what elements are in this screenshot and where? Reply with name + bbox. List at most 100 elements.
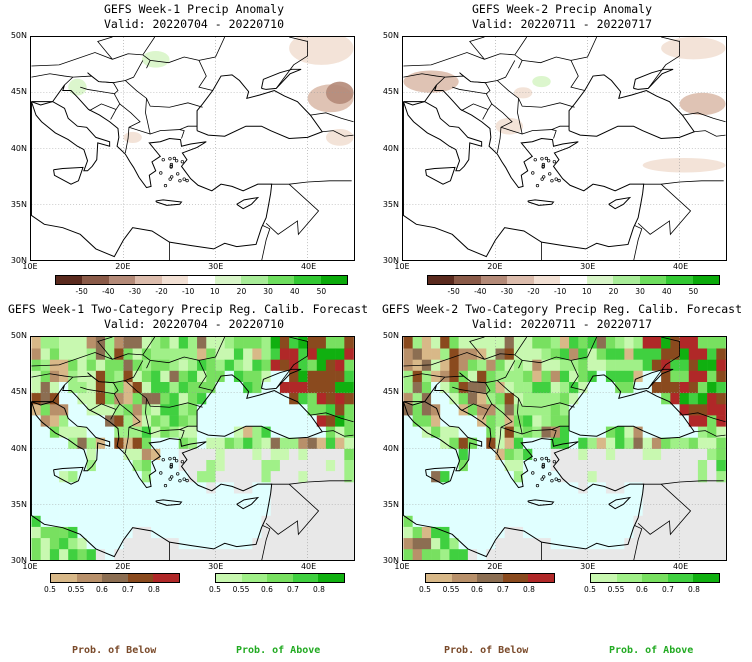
panel-valid-dates: Valid: 20220704 - 20220710 [103,317,284,331]
prob-cell [716,504,726,516]
country-border [633,225,643,260]
prob-cell [477,415,487,427]
prob-cell [59,493,69,505]
prob-cell [587,437,598,449]
prob-cell [587,537,598,550]
colorbar-tick-label: 0.7 [497,585,509,594]
longitude-tick-label: 40E [672,262,689,271]
prob-cell [325,337,336,349]
prob-cell [289,426,299,438]
island [170,175,174,179]
prob-cell [523,448,533,460]
coastline [155,199,183,206]
prob-cell [661,437,671,449]
prob-cell [95,504,106,516]
country-border [198,37,226,61]
prob-cell [431,537,441,550]
prob-cell [114,381,124,394]
prob-cell [95,381,106,394]
prob-cell [559,504,570,516]
prob-cell [224,337,235,349]
prob-cell [59,448,69,460]
prob-cell [688,381,699,394]
latitude-tick-label: 30N [10,256,27,265]
prob-cell [532,448,542,460]
island [185,478,189,483]
prob-cell [252,526,262,539]
prob-cell [169,459,180,472]
prob-cell [431,459,441,472]
prob-cell [504,470,515,483]
island [168,177,172,181]
prob-cell [670,526,680,539]
prob-cell [605,470,616,483]
colorbar-swatch [639,276,667,284]
prob-cell [458,504,469,516]
prob-cell [40,548,51,560]
prob-cell [279,548,290,560]
latitude-tick-label: 30N [382,256,399,265]
prob-cell [233,515,244,527]
prob-cell [412,403,423,416]
prob-cell [596,392,607,405]
colorbar-tick-label: -30 [128,287,142,296]
prob-cell [688,415,699,427]
prob-cell [615,481,625,494]
island [175,159,179,163]
prob-cell [642,426,653,438]
prob-cell [68,426,78,438]
prob-cell [307,493,318,505]
country-border [265,483,320,536]
prob-cell [486,370,496,382]
prob-cell [316,392,327,405]
prob-cell [541,537,552,550]
prob-cell [541,370,552,382]
prob-cell [40,337,51,349]
prob-cell [541,448,552,460]
prob-cell [559,392,570,405]
country-border [522,56,585,91]
colorbar-tick-label: 50 [316,287,327,296]
prob-cell [477,403,487,416]
prob-cell [197,459,207,472]
prob-cell [532,359,542,371]
prob-cell [403,526,413,539]
prob-cell [697,448,708,460]
anomaly-patch [679,92,726,116]
prob-cell [532,515,542,527]
prob-cell [578,470,588,483]
country-border [403,373,445,378]
country-border [522,356,585,391]
prob-cell [169,515,180,527]
colorbar-tick-label: 10 [210,287,220,296]
prob-cell [197,403,207,416]
prob-cell [252,448,262,460]
prob-cell [270,470,281,483]
colorbar-swatch [127,574,154,582]
prob-cell [252,370,262,382]
prob-cell [307,459,318,472]
prob-cell [77,437,87,449]
prob-cell [403,459,413,472]
colorbar-tick-label: 0.6 [261,585,273,594]
prob-cell [467,426,478,438]
island [168,457,172,461]
colorbar-swatch [216,574,242,582]
prob-cell [578,337,588,349]
prob-cell [504,359,515,371]
latitude-tick-label: 45N [382,387,399,397]
prob-cell [270,348,281,360]
prob-cell [252,403,262,416]
prob-cell [224,548,235,560]
prob-cell [559,481,570,494]
country-border [80,386,116,395]
prob-cell [151,392,161,405]
prob-cell [431,526,441,539]
prob-cell [233,348,244,360]
prob-cell [707,415,717,427]
prob-cell [233,426,244,438]
prob-cell [160,437,170,449]
prob-cell [596,459,607,472]
prob-cell [123,548,134,560]
country-border [265,183,320,236]
